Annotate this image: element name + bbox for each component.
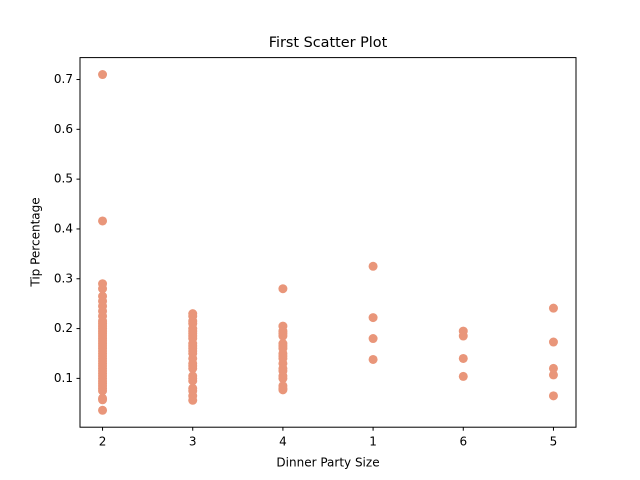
point bbox=[368, 313, 378, 323]
point bbox=[278, 331, 288, 341]
plot-frame bbox=[79, 57, 577, 428]
y-axis-label: Tip Percentage bbox=[29, 197, 43, 287]
x-tick-label: 5 bbox=[550, 435, 558, 449]
y-tick-label: 0.2 bbox=[54, 321, 73, 335]
y-tick-label: 0.3 bbox=[54, 271, 73, 285]
y-tick-label: 0.6 bbox=[54, 122, 73, 136]
chart-title: First Scatter Plot bbox=[269, 35, 388, 51]
x-tick-label: 4 bbox=[279, 435, 287, 449]
point bbox=[458, 371, 468, 381]
point bbox=[368, 261, 378, 271]
point bbox=[188, 363, 198, 373]
y-tick-label: 0.4 bbox=[54, 221, 73, 235]
point bbox=[98, 395, 108, 405]
point bbox=[548, 391, 558, 401]
point bbox=[188, 376, 198, 386]
y-tick-label: 0.1 bbox=[54, 371, 73, 385]
point bbox=[548, 363, 558, 373]
y-tick-label: 0.7 bbox=[54, 72, 73, 86]
point bbox=[188, 395, 198, 405]
point bbox=[548, 303, 558, 313]
point bbox=[278, 385, 288, 395]
x-tick-label: 2 bbox=[99, 435, 107, 449]
point bbox=[368, 334, 378, 344]
point bbox=[98, 405, 108, 415]
x-axis-label: Dinner Party Size bbox=[276, 456, 379, 470]
point bbox=[98, 216, 108, 226]
point bbox=[98, 70, 108, 80]
x-tick-label: 3 bbox=[189, 435, 197, 449]
point bbox=[458, 331, 468, 341]
x-tick-label: 1 bbox=[369, 435, 377, 449]
point bbox=[278, 284, 288, 294]
point bbox=[548, 337, 558, 347]
y-tick-label: 0.5 bbox=[54, 172, 73, 186]
point bbox=[458, 353, 468, 363]
x-tick-label: 6 bbox=[459, 435, 467, 449]
point bbox=[98, 386, 108, 396]
point bbox=[98, 284, 108, 294]
point bbox=[368, 354, 378, 364]
point bbox=[278, 373, 288, 383]
point bbox=[548, 370, 558, 380]
